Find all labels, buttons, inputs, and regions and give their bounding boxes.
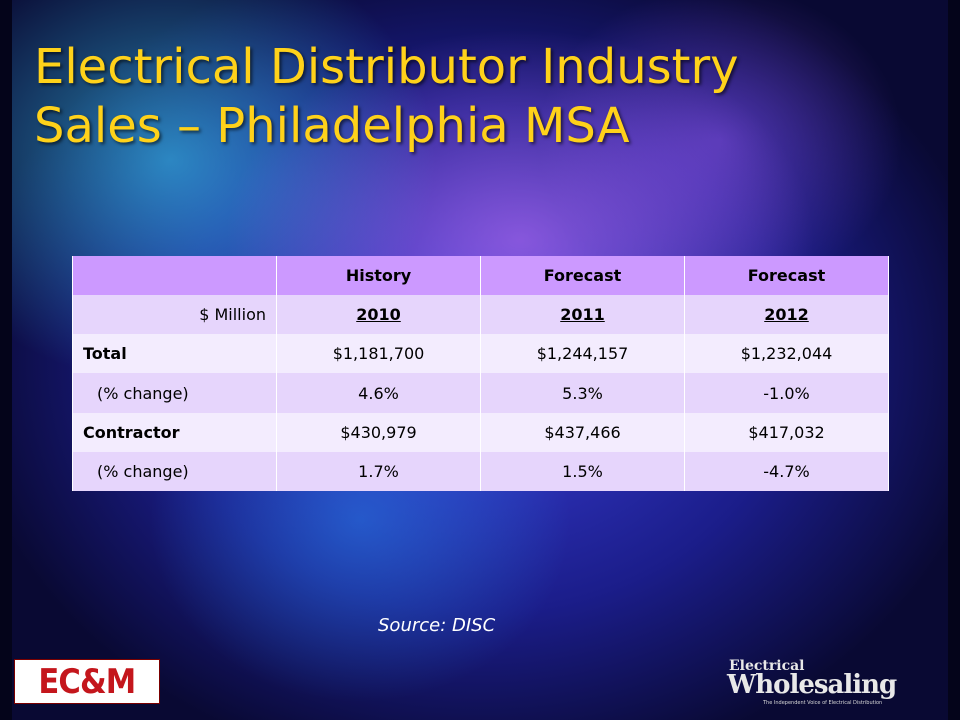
header-cell-forecast-1: Forecast xyxy=(480,256,685,296)
table-cell: 1.5% xyxy=(480,451,685,491)
ew-logo-line-1: Electrical xyxy=(729,658,805,674)
ecm-logo: EC&M xyxy=(14,659,160,704)
year-2012: 2012 xyxy=(684,295,889,335)
table-cell: $1,244,157 xyxy=(480,334,685,374)
table-cell: $417,032 xyxy=(684,412,889,452)
header-cell-forecast-2: Forecast xyxy=(684,256,889,296)
table-row-contractor: Contractor $430,979 $437,466 $417,032 xyxy=(72,412,889,452)
source-note: Source: DISC xyxy=(378,615,496,636)
row-label-total: Total xyxy=(72,334,277,374)
table-row-total: Total $1,181,700 $1,244,157 $1,232,044 xyxy=(72,334,889,374)
unit-label: $ Million xyxy=(72,295,277,335)
table-cell: $1,181,700 xyxy=(276,334,481,374)
table-row-years: $ Million 2010 2011 2012 xyxy=(72,295,889,335)
title-line-2: Sales – Philadelphia MSA xyxy=(34,98,630,154)
year-2010: 2010 xyxy=(276,295,481,335)
row-label-contractor: Contractor xyxy=(72,412,277,452)
title-line-1: Electrical Distributor Industry xyxy=(34,39,739,95)
electrical-wholesaling-logo: Electrical Wholesaling The Independent V… xyxy=(727,658,897,710)
header-cell-history: History xyxy=(276,256,481,296)
row-label-total-change: (% change) xyxy=(72,373,277,413)
ew-logo-line-2: Wholesaling xyxy=(727,670,897,700)
slide-title: Electrical Distributor Industry Sales – … xyxy=(34,38,914,156)
table-cell: -1.0% xyxy=(684,373,889,413)
row-label-contractor-change: (% change) xyxy=(72,451,277,491)
header-cell-empty xyxy=(72,256,277,296)
table-row-contractor-change: (% change) 1.7% 1.5% -4.7% xyxy=(72,451,889,491)
table-cell: -4.7% xyxy=(684,451,889,491)
table-cell: $437,466 xyxy=(480,412,685,452)
table-row-total-change: (% change) 4.6% 5.3% -1.0% xyxy=(72,373,889,413)
sales-table: History Forecast Forecast $ Million 2010… xyxy=(72,256,889,491)
table-cell: 1.7% xyxy=(276,451,481,491)
ew-logo-tagline: The Independent Voice of Electrical Dist… xyxy=(763,700,883,706)
year-2011: 2011 xyxy=(480,295,685,335)
right-edge xyxy=(948,0,960,720)
left-edge xyxy=(0,0,12,720)
table-cell: 4.6% xyxy=(276,373,481,413)
table-cell: $430,979 xyxy=(276,412,481,452)
ecm-logo-text: EC&M xyxy=(38,661,137,702)
table-header-row: History Forecast Forecast xyxy=(72,256,889,296)
table-cell: 5.3% xyxy=(480,373,685,413)
table-cell: $1,232,044 xyxy=(684,334,889,374)
